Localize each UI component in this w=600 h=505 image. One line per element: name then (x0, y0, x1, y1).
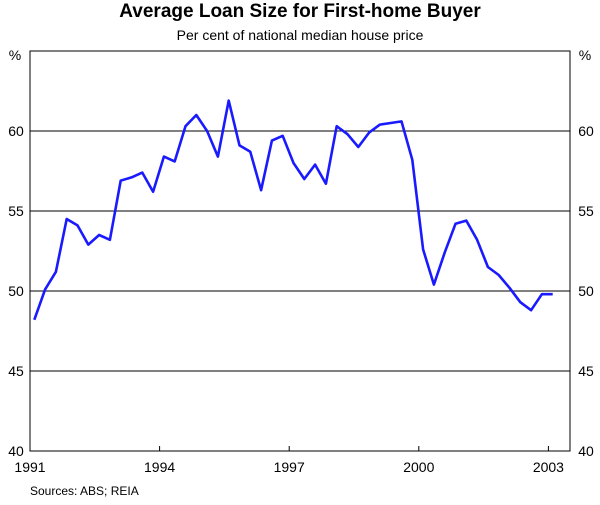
source-note: Sources: ABS; REIA (30, 484, 139, 498)
y-unit-right: % (579, 47, 591, 63)
plot-frame (29, 50, 571, 452)
y-tick-label-left: 45 (8, 363, 24, 379)
x-tick-label: 2003 (533, 459, 564, 475)
y-tick-label-right: 55 (578, 203, 594, 219)
x-tick-label: 1991 (14, 459, 45, 475)
y-tick-label-right: 40 (578, 443, 594, 459)
y-tick-label-right: 60 (578, 123, 594, 139)
y-tick-label-right: 50 (578, 283, 594, 299)
x-tick-label: 2000 (403, 459, 434, 475)
y-unit-left: % (9, 47, 21, 63)
y-tick-label-left: 40 (8, 443, 24, 459)
y-tick-label-left: 60 (8, 123, 24, 139)
x-tick-label: 1997 (274, 459, 305, 475)
chart-subtitle: Per cent of national median house price (176, 27, 424, 43)
y-tick-label-left: 55 (8, 203, 24, 219)
chart-title: Average Loan Size for First-home Buyer (119, 1, 481, 22)
y-tick-label-left: 50 (8, 283, 24, 299)
series-line (33, 99, 553, 321)
y-tick-label-right: 45 (578, 363, 594, 379)
x-tick-label: 1994 (144, 459, 175, 475)
